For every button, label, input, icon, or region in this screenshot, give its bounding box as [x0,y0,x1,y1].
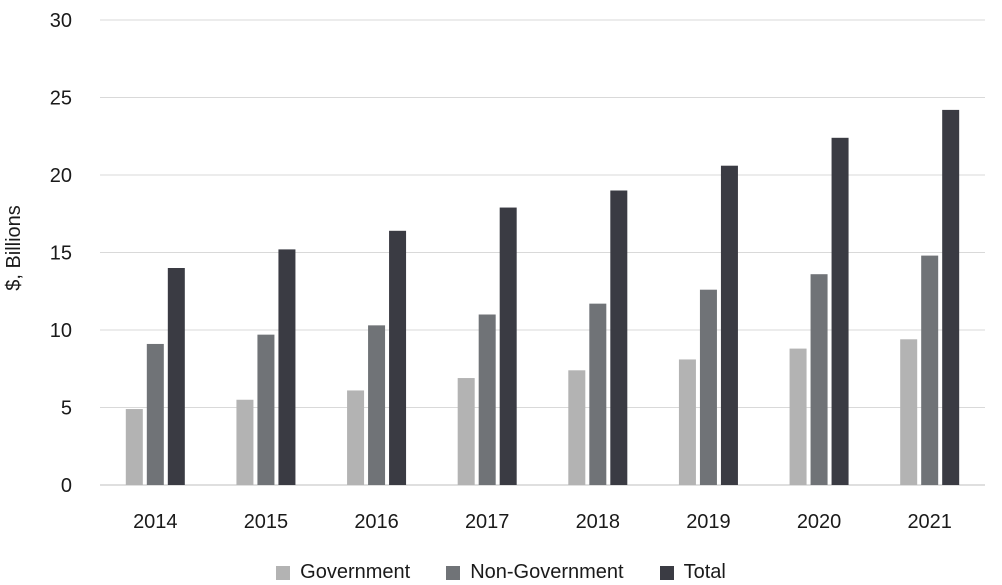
y-tick-label: 20 [50,165,72,187]
legend-item: Government [276,561,410,584]
x-tick-label: 2014 [133,511,178,533]
y-axis-tick-labels: 0 5 10 15 20 25 30 [50,10,72,497]
bar-non-government-2020 [810,274,828,485]
legend-item: Non-Government [446,561,624,584]
bar-government-2017 [457,378,475,485]
bar-non-government-2017 [478,314,496,485]
x-tick-label: 2016 [354,511,399,533]
legend-item: Total [659,561,726,584]
bar-non-government-2015 [257,334,275,485]
y-tick-label: 0 [61,475,72,497]
bar-chart: 0 5 10 15 20 25 30 2014 2015 2016 2017 2018 2019 202… [3,10,985,533]
legend: Government Non-Government Total [0,560,1002,585]
bar-total-2017 [499,207,517,486]
bar-total-2021 [942,109,960,486]
y-tick-label: 25 [50,88,72,110]
bar-government-2020 [789,348,807,485]
legend-label: Non-Government [470,561,624,583]
bar-total-2015 [278,249,296,485]
bars [125,109,960,486]
bar-government-2018 [568,370,586,485]
bar-total-2020 [831,137,849,486]
bar-total-2019 [720,165,738,485]
x-tick-label: 2017 [465,511,510,533]
legend-swatch [659,565,674,580]
x-tick-label: 2018 [576,511,621,533]
legend-label: Total [683,561,726,583]
x-axis-tick-labels: 2014 2015 2016 2017 2018 2019 2020 2021 [133,511,952,533]
legend-label: Government [300,561,411,583]
bar-non-government-2019 [699,289,717,485]
x-tick-label: 2021 [907,511,952,533]
bar-government-2016 [347,390,365,485]
bar-total-2014 [167,268,185,485]
y-axis-label: $, Billions [3,205,25,291]
y-tick-label: 5 [61,398,72,420]
bar-non-government-2021 [921,255,939,485]
legend-swatch [446,565,461,580]
gridlines [100,19,985,486]
legend-swatch [276,565,291,580]
bar-government-2021 [900,339,918,485]
bar-total-2016 [389,230,407,485]
y-tick-label: 10 [50,320,72,342]
bar-total-2018 [610,190,628,485]
bar-non-government-2016 [368,325,386,485]
bar-non-government-2018 [589,303,607,485]
x-tick-label: 2019 [686,511,731,533]
y-tick-label: 30 [50,10,72,32]
y-tick-label: 15 [50,243,72,265]
x-tick-label: 2015 [244,511,289,533]
bar-government-2014 [125,409,143,485]
bar-government-2015 [236,399,254,485]
x-tick-label: 2020 [797,511,842,533]
bar-government-2019 [678,359,696,485]
bar-non-government-2014 [146,343,164,485]
